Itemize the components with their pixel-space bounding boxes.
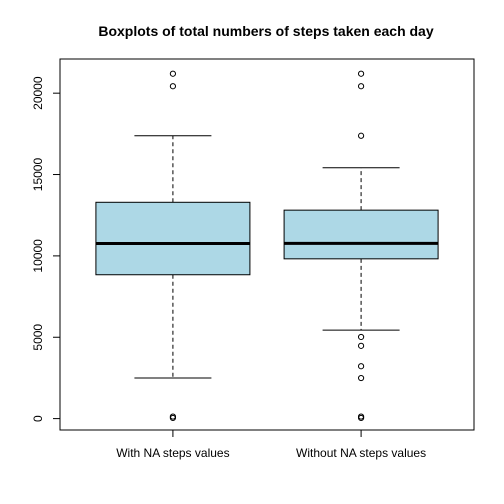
y-tick-label: 20000: [31, 76, 45, 110]
box-iqr: [284, 210, 438, 259]
y-tick-label: 5000: [31, 324, 45, 351]
outlier-point: [358, 343, 363, 348]
outlier-point: [358, 364, 363, 369]
outlier-point: [170, 71, 175, 76]
y-tick-label: 0: [31, 415, 45, 422]
outlier-point: [170, 84, 175, 89]
outlier-point: [358, 375, 363, 380]
outlier-point: [358, 334, 363, 339]
plot-layer: 0 5000 10000 15000 20000 With NA steps values…: [31, 59, 474, 460]
outlier-point: [358, 71, 363, 76]
y-tick-label: 15000: [31, 158, 45, 192]
y-tick-label: 10000: [31, 239, 45, 273]
outlier-point: [358, 133, 363, 138]
box-iqr: [96, 202, 250, 274]
x-category-label: With NA steps values: [116, 446, 229, 460]
x-category-label: Without NA steps values: [296, 446, 426, 460]
chart-title: Boxplots of total numbers of steps taken…: [98, 23, 434, 39]
outlier-point: [358, 84, 363, 89]
